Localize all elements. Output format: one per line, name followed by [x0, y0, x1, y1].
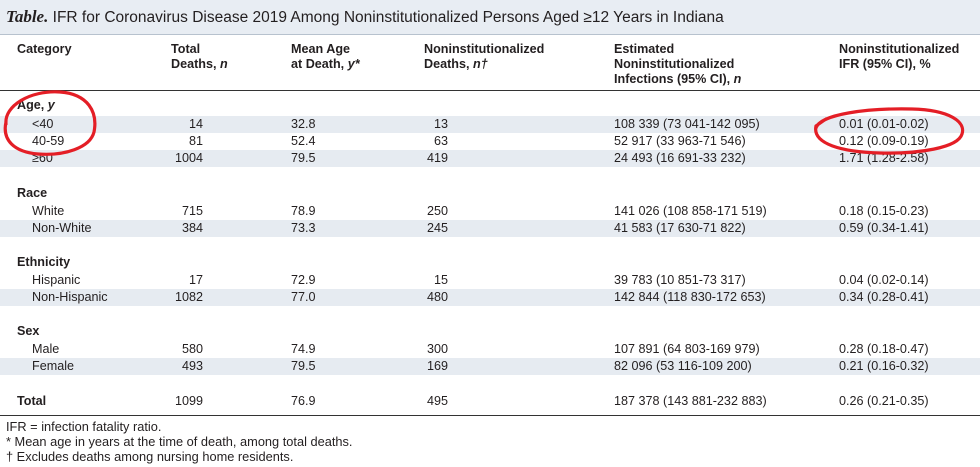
- table-row: Non-White 384 73.3 245 41 583 (17 630-71…: [0, 220, 980, 237]
- table-row: Male 580 74.9 300 107 891 (64 803-169 97…: [32, 342, 929, 356]
- header-mean-age: Mean Age at Death, y*: [291, 42, 360, 71]
- footnote: IFR = infection fatality ratio.: [6, 419, 162, 434]
- group-race: Race: [17, 186, 48, 200]
- table-label: Table.: [6, 7, 49, 26]
- table-row: 40-59 81 52.4 63 52 917 (33 963-71 546) …: [32, 134, 929, 148]
- table-row: <40 14 32.8 13 108 339 (73 041-142 095) …: [0, 116, 980, 133]
- table-row: Female 493 79.5 169 82 096 (53 116-109 2…: [0, 358, 980, 375]
- group-ethnicity: Ethnicity: [17, 255, 71, 269]
- header-total-deaths: Total Deaths, n: [171, 42, 228, 71]
- footnote: * Mean age in years at the time of death…: [6, 434, 353, 449]
- table-row: ≥60 1004 79.5 419 24 493 (16 691-33 232)…: [0, 150, 980, 167]
- header-noninstitutionalized-deaths: Noninstitutionalized Deaths, n†: [424, 42, 545, 71]
- header-ifr: Noninstitutionalized IFR (95% CI), %: [839, 42, 960, 71]
- table-row: White 715 78.9 250 141 026 (108 858-171 …: [32, 204, 929, 218]
- table-row-total: Total 1099 76.9 495 187 378 (143 881-232…: [17, 394, 929, 408]
- header-category: Category: [17, 42, 72, 56]
- table-title-text: IFR for Coronavirus Disease 2019 Among N…: [52, 9, 724, 26]
- table-row: Hispanic 17 72.9 15 39 783 (10 851-73 31…: [32, 273, 929, 287]
- group-label: Age, y: [17, 98, 55, 112]
- group-sex: Sex: [17, 324, 40, 338]
- header-estimated-infections: Estimated Noninstitutionalized Infection…: [614, 42, 742, 86]
- group-age: Age, y: [0, 97, 980, 114]
- table-row: Non-Hispanic 1082 77.0 480 142 844 (118 …: [0, 289, 980, 306]
- header-rule: [0, 90, 980, 91]
- bottom-rule: [0, 415, 980, 416]
- footnote: † Excludes deaths among nursing home res…: [6, 449, 294, 464]
- table-title: Table. IFR for Coronavirus Disease 2019 …: [0, 0, 980, 35]
